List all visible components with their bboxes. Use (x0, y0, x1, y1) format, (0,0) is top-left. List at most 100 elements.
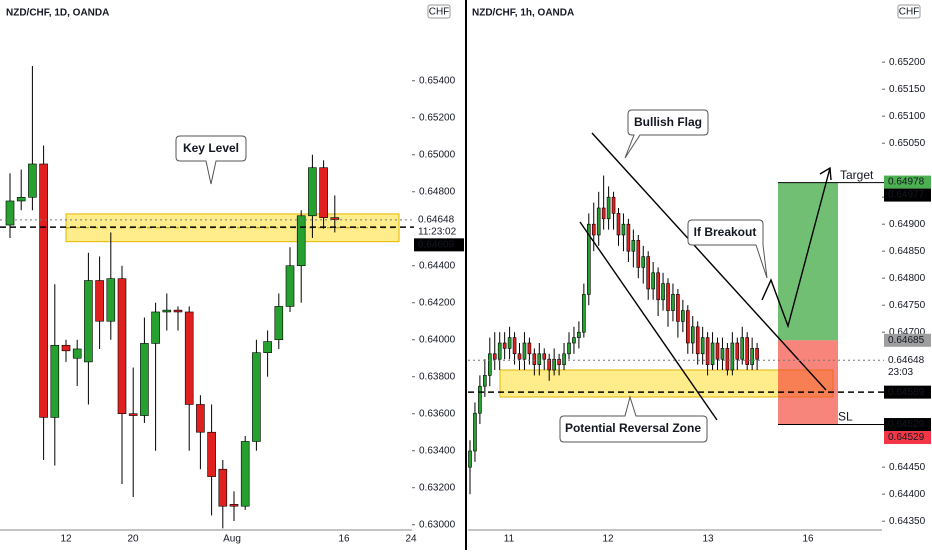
y-tick-label: 0.65100 (889, 111, 926, 122)
candle-body (473, 412, 477, 452)
x-tick-label: 16 (802, 534, 814, 545)
currency-box (897, 4, 921, 19)
x-tick-label: 13 (702, 534, 714, 545)
candle-body (735, 342, 740, 360)
candle-body (532, 353, 537, 365)
y-tick-label: 0.64800 (419, 186, 456, 197)
axes: NZD/CHF, 1D, OANDA CHF 0.65400 0.65200 0.650… (0, 4, 931, 545)
candle-body (730, 342, 735, 371)
breakout-arrow (761, 167, 831, 329)
candle-body (252, 352, 261, 442)
price-marker-box (414, 213, 464, 239)
candle-body (319, 167, 328, 218)
candle-body (750, 348, 754, 365)
candle-body (274, 306, 284, 341)
candle-body (61, 344, 71, 352)
candle-body (537, 353, 542, 365)
y-tick-label: 0.65400 (419, 75, 456, 86)
candle-body (263, 341, 272, 353)
y-tick-label: 0.64700 (889, 327, 926, 338)
y-tick-label: 0.65200 (419, 112, 456, 123)
callout-text: Potential Reversal Zone (565, 421, 701, 435)
candle-body (715, 342, 720, 360)
candle-body (720, 348, 725, 360)
price-marker-box (884, 333, 931, 347)
countdown-label: 11:23:02 (418, 226, 457, 237)
candle-body (229, 504, 239, 507)
candle-body (646, 256, 651, 290)
candle-body (572, 337, 576, 344)
candle-body (196, 404, 205, 433)
candle-body (487, 353, 492, 376)
x-tick-label: 12 (602, 534, 614, 545)
y-tick-label: 0.64350 (889, 516, 926, 527)
price-marker-box (884, 353, 931, 379)
callout-box (559, 395, 708, 443)
candle-body (140, 343, 149, 416)
price-marker-label: 0.64589 (888, 387, 925, 398)
candle-body (606, 196, 611, 220)
candle-body (755, 348, 759, 360)
candle-body (507, 337, 512, 349)
candle-body (582, 294, 586, 333)
candle-body (740, 337, 745, 360)
price-marker-box (884, 175, 931, 189)
candle-body (636, 240, 641, 268)
candle-body (308, 167, 317, 217)
y-tick-label: 0.65050 (889, 138, 926, 149)
x-tick-label: 16 (338, 534, 350, 545)
candle-body (117, 278, 127, 415)
candle-body (685, 310, 690, 344)
stop-label: SL (838, 410, 853, 424)
price-marker-label: 0.64609 (418, 239, 455, 250)
candle-body (690, 326, 695, 344)
candle-body (50, 344, 60, 418)
x-tick-label: 12 (60, 534, 72, 545)
callout-text: Key Level (183, 141, 239, 155)
y-tick-label: 0.63800 (419, 371, 456, 382)
candle-body (512, 337, 517, 355)
candle-body (562, 353, 566, 365)
candle-body (296, 215, 306, 267)
candle-body (84, 280, 93, 363)
candle-body (621, 223, 626, 236)
candle-body (710, 342, 715, 365)
candle-body (468, 450, 472, 468)
candle-body (641, 256, 646, 268)
price-marker-label: 0.64977 (888, 190, 925, 201)
candle-body (666, 283, 670, 311)
candle-body (95, 280, 104, 322)
callout-text: Bullish Flag (634, 115, 702, 129)
y-tick-label: 0.64400 (419, 260, 456, 271)
candle-body (497, 342, 502, 360)
y-tick-label: 0.64400 (889, 489, 926, 500)
channel-upper (591, 132, 827, 391)
candle-body (611, 196, 616, 214)
callout-reversal-zone: Potential Reversal Zone (559, 395, 708, 443)
y-tick-label: 0.64200 (419, 297, 456, 308)
candle-body (700, 337, 705, 355)
y-tick-label: 0.64000 (419, 334, 456, 345)
candle-body (527, 342, 532, 355)
callout-key-level: Key Level (175, 135, 247, 185)
chart-title: NZD/CHF, 1h, OANDA (472, 8, 574, 19)
candle-body (207, 431, 216, 477)
position-boxes: Target SL (778, 168, 884, 426)
y-tick-label: 0.63000 (419, 519, 456, 530)
price-marker-box (884, 418, 931, 432)
price-marker-label: 0.64529 (888, 432, 925, 443)
y-tick-label: 0.63400 (419, 445, 456, 456)
target-box (778, 182, 838, 341)
candle-body (616, 213, 621, 236)
callout-box (687, 219, 768, 279)
y-tick-label: 0.64750 (889, 300, 926, 311)
candle-body (128, 413, 138, 416)
candle-body (671, 294, 675, 311)
candle-body (591, 223, 596, 236)
candle-body (596, 207, 601, 236)
x-tick-label: 24 (405, 534, 417, 545)
candle-body (522, 342, 527, 360)
candle-body (705, 337, 710, 365)
y-tick-label: 0.64850 (889, 246, 926, 257)
countdown-label: 23:03 (888, 367, 913, 378)
